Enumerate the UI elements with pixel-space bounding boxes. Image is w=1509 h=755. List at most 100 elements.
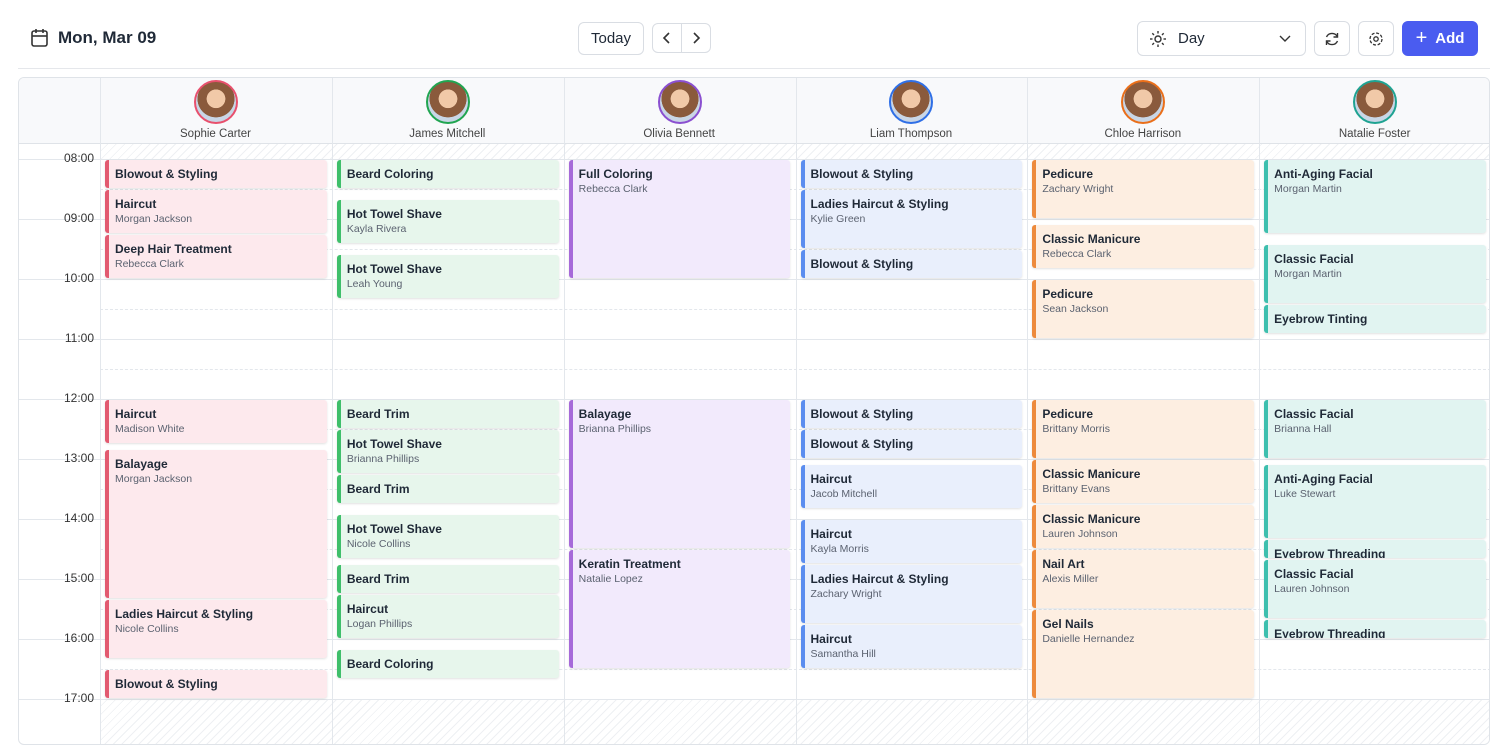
appointment[interactable]: Ladies Haircut & Styling Kylie Green bbox=[800, 190, 1023, 248]
appointment-accent bbox=[336, 400, 341, 428]
appointment[interactable]: Pedicure Brittany Morris bbox=[1032, 400, 1255, 458]
add-button[interactable]: + Add bbox=[1402, 21, 1478, 56]
service: Classic Facial bbox=[1274, 252, 1354, 266]
appointment[interactable]: Beard Trim bbox=[336, 565, 559, 593]
next-button[interactable] bbox=[681, 23, 711, 53]
staff-name: Natalie Foster bbox=[1338, 128, 1411, 140]
appointment[interactable]: Classic Manicure Brittany Evans bbox=[1032, 460, 1255, 503]
half-hour-line bbox=[100, 549, 1489, 550]
column-line bbox=[1027, 78, 1029, 744]
appointment-accent bbox=[568, 550, 573, 668]
appointment-accent bbox=[1264, 160, 1269, 233]
appointment[interactable]: Beard Trim bbox=[336, 400, 559, 428]
appointment-accent bbox=[1032, 280, 1037, 338]
column-line bbox=[331, 78, 333, 744]
appointment[interactable]: Hot Towel Shave Kayla Rivera bbox=[336, 200, 559, 243]
appointment[interactable]: Haircut Morgan Jackson bbox=[105, 190, 327, 233]
appointment[interactable]: Hot Towel Shave Brianna Phillips bbox=[336, 430, 559, 473]
appointment-accent bbox=[105, 400, 109, 443]
appointment-accent bbox=[800, 520, 805, 563]
client: Alexis Miller bbox=[1042, 573, 1099, 585]
appointment[interactable]: Pedicure Sean Jackson bbox=[1032, 280, 1255, 338]
appointment[interactable]: Full Coloring Rebecca Clark bbox=[568, 160, 791, 278]
appointment-accent bbox=[1032, 160, 1037, 218]
appointment[interactable]: Blowout & Styling bbox=[800, 430, 1023, 458]
appointment[interactable]: Gel Nails Danielle Hernandez bbox=[1032, 610, 1255, 698]
appointment[interactable]: Blowout & Styling bbox=[800, 160, 1023, 188]
service: Classic Manicure bbox=[1042, 512, 1141, 526]
time-label: 17:00 bbox=[63, 691, 94, 705]
service: Beard Coloring bbox=[346, 657, 434, 671]
appointment[interactable]: Classic Manicure Rebecca Clark bbox=[1032, 225, 1255, 268]
appointment[interactable]: Hot Towel Shave Nicole Collins bbox=[336, 515, 559, 558]
appointment[interactable]: Haircut Madison White bbox=[105, 400, 327, 443]
service: Nail Art bbox=[1042, 557, 1085, 571]
appointment[interactable]: Eyebrow Threading bbox=[1264, 620, 1486, 638]
appointment[interactable]: Classic Facial Lauren Johnson bbox=[1264, 560, 1486, 618]
appointment[interactable]: Deep Hair Treatment Rebecca Clark bbox=[105, 235, 327, 278]
appointment[interactable]: Blowout & Styling bbox=[800, 400, 1023, 428]
refresh-button[interactable] bbox=[1314, 21, 1350, 56]
appointment[interactable]: Balayage Morgan Jackson bbox=[105, 450, 327, 598]
view-select[interactable]: Day bbox=[1137, 21, 1306, 56]
service: Classic Facial bbox=[1274, 407, 1354, 421]
appointment[interactable]: Keratin Treatment Natalie Lopez bbox=[568, 550, 791, 668]
appointment[interactable]: Pedicure Zachary Wright bbox=[1032, 160, 1255, 218]
appointment[interactable]: Haircut Kayla Morris bbox=[800, 520, 1023, 563]
appointment-accent bbox=[800, 625, 805, 668]
appointment-accent bbox=[1264, 540, 1269, 558]
date-title: Mon, Mar 09 bbox=[58, 28, 157, 47]
appointment[interactable]: Haircut Samantha Hill bbox=[800, 625, 1023, 668]
appointment-accent bbox=[1264, 560, 1269, 618]
client: Rebecca Clark bbox=[1042, 248, 1112, 260]
appointment[interactable]: Nail Art Alexis Miller bbox=[1032, 550, 1255, 608]
view-label: Day bbox=[1178, 30, 1205, 47]
half-hour-line bbox=[100, 669, 1489, 670]
appointment[interactable]: Balayage Brianna Phillips bbox=[568, 400, 791, 548]
appointment[interactable]: Eyebrow Threading bbox=[1264, 540, 1486, 558]
appointment[interactable]: Classic Facial Morgan Martin bbox=[1264, 245, 1486, 303]
client: Brittany Evans bbox=[1042, 483, 1111, 495]
hatch-top bbox=[100, 144, 1489, 159]
service: Ladies Haircut & Styling bbox=[810, 197, 949, 211]
appointment[interactable]: Beard Coloring bbox=[336, 160, 559, 188]
today-button[interactable]: Today bbox=[578, 22, 644, 55]
appointment-accent bbox=[105, 235, 109, 278]
service: Ladies Haircut & Styling bbox=[810, 572, 949, 586]
appointment[interactable]: Ladies Haircut & Styling Zachary Wright bbox=[800, 565, 1023, 623]
half-hour-line bbox=[100, 249, 1489, 250]
calendar-icon bbox=[31, 29, 48, 47]
service: Pedicure bbox=[1042, 407, 1094, 421]
appointment[interactable]: Anti-Aging Facial Luke Stewart bbox=[1264, 465, 1486, 538]
appointment[interactable]: Classic Manicure Lauren Johnson bbox=[1032, 505, 1255, 548]
appointment[interactable]: Eyebrow Tinting bbox=[1264, 305, 1486, 333]
appointment[interactable]: Haircut Jacob Mitchell bbox=[800, 465, 1023, 508]
client: Lauren Johnson bbox=[1042, 528, 1118, 540]
service: Blowout & Styling bbox=[810, 257, 914, 271]
appointment-accent bbox=[1264, 465, 1269, 538]
time-label: 12:00 bbox=[63, 391, 94, 405]
staff-name: Chloe Harrison bbox=[1104, 128, 1182, 140]
appointment[interactable]: Beard Trim bbox=[336, 475, 559, 503]
hour-line bbox=[19, 339, 1489, 340]
appointment[interactable]: Blowout & Styling bbox=[800, 250, 1023, 278]
appointment[interactable]: Hot Towel Shave Leah Young bbox=[336, 255, 559, 298]
appointment[interactable]: Blowout & Styling bbox=[105, 670, 327, 698]
appointment[interactable]: Blowout & Styling bbox=[105, 160, 327, 188]
appointment[interactable]: Classic Facial Brianna Hall bbox=[1264, 400, 1486, 458]
appointment[interactable]: Haircut Logan Phillips bbox=[336, 595, 559, 638]
service: Blowout & Styling bbox=[810, 167, 914, 181]
appointment[interactable]: Anti-Aging Facial Morgan Martin bbox=[1264, 160, 1486, 233]
service: Hot Towel Shave bbox=[346, 522, 442, 536]
client: Danielle Hernandez bbox=[1042, 633, 1135, 645]
prev-button[interactable] bbox=[652, 23, 682, 53]
client: Nicole Collins bbox=[115, 623, 179, 635]
column-line bbox=[1259, 78, 1261, 744]
service: Beard Coloring bbox=[346, 167, 434, 181]
appointment[interactable]: Beard Coloring bbox=[336, 650, 559, 678]
settings-button[interactable] bbox=[1358, 21, 1394, 56]
appointment[interactable]: Ladies Haircut & Styling Nicole Collins bbox=[105, 600, 327, 658]
appointment-accent bbox=[105, 670, 109, 698]
service: Classic Facial bbox=[1274, 567, 1354, 581]
service: Haircut bbox=[810, 632, 852, 646]
